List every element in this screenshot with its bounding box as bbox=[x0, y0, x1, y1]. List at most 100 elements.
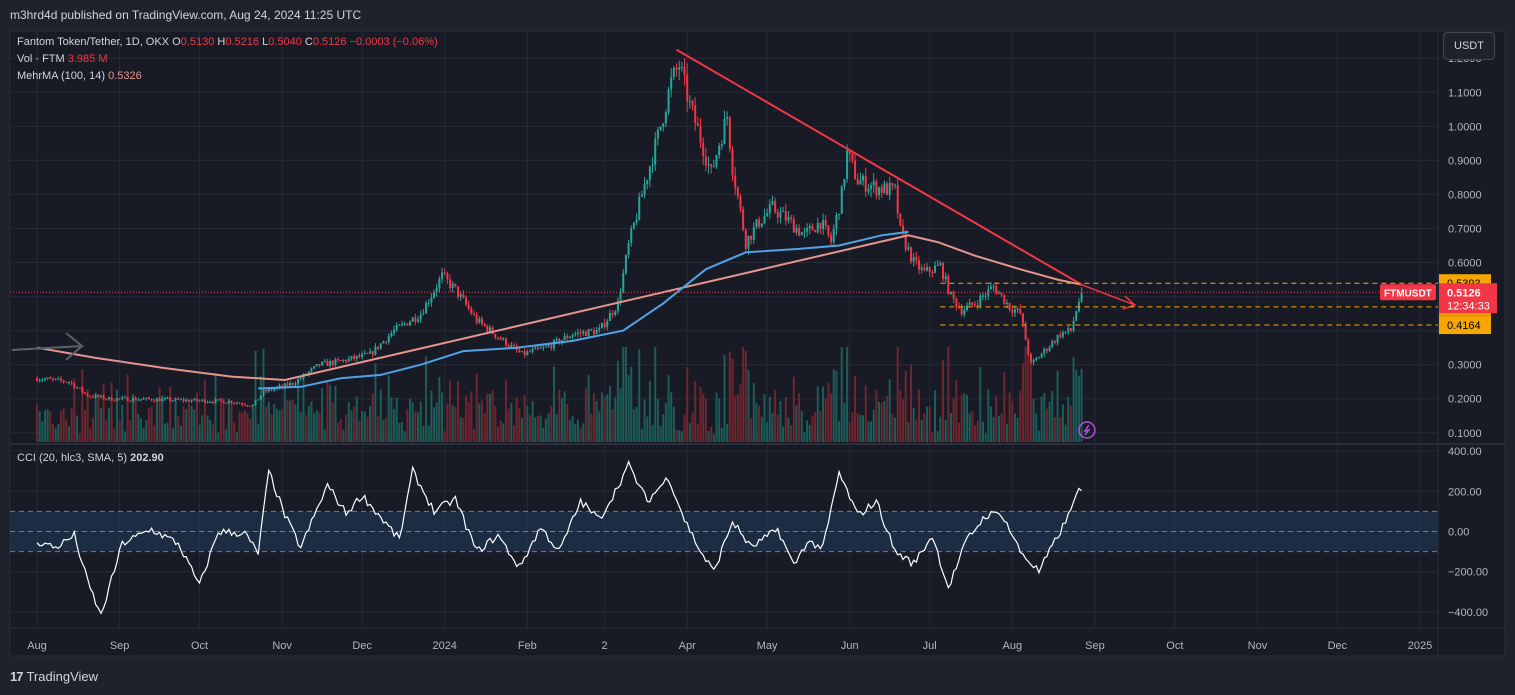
candle-body bbox=[851, 153, 854, 161]
candle-body bbox=[510, 344, 513, 347]
candle-body bbox=[547, 345, 550, 347]
last-price-label: 0.5126 bbox=[1447, 287, 1481, 299]
candle-body bbox=[667, 89, 670, 113]
open-value: 0.5130 bbox=[180, 36, 215, 48]
candle-body bbox=[499, 337, 502, 340]
volume-bar bbox=[377, 416, 380, 442]
volume-bar bbox=[182, 406, 185, 442]
volume-bar bbox=[363, 411, 366, 442]
candle-body bbox=[289, 383, 292, 386]
volume-bar bbox=[688, 423, 691, 442]
volume-bar bbox=[163, 423, 166, 442]
candle-body bbox=[1027, 339, 1030, 354]
candle-body bbox=[385, 341, 388, 343]
volume-bar bbox=[696, 423, 699, 442]
volume-bar bbox=[776, 414, 779, 442]
volume-bar bbox=[465, 395, 468, 442]
volume-bar bbox=[355, 396, 358, 442]
volume-bar bbox=[427, 425, 430, 442]
volume-bar bbox=[297, 382, 300, 442]
candle-body bbox=[784, 210, 787, 221]
candle-body bbox=[369, 351, 372, 354]
candle-body bbox=[848, 150, 851, 154]
candle-body bbox=[377, 346, 380, 349]
candle-body bbox=[307, 371, 310, 375]
candle-body bbox=[1072, 320, 1075, 331]
volume-bar bbox=[904, 370, 907, 442]
countdown-label: 12:34:33 bbox=[1447, 300, 1490, 312]
candle-body bbox=[163, 398, 166, 400]
time-tick-label: Feb bbox=[518, 640, 537, 652]
candle-body bbox=[217, 399, 220, 401]
volume-bar bbox=[870, 421, 873, 442]
volume-bar bbox=[931, 432, 934, 442]
volume-bar bbox=[822, 386, 825, 442]
volume-bar bbox=[294, 404, 297, 442]
volume-bar bbox=[896, 347, 899, 442]
candle-body bbox=[129, 401, 132, 403]
volume-bar bbox=[446, 403, 449, 442]
symbol-legend: Fantom Token/Tether, 1D, OKX O0.5130 H0.… bbox=[17, 36, 438, 48]
candle-body bbox=[891, 183, 894, 186]
volume-bar bbox=[800, 410, 803, 442]
volume-bar bbox=[147, 407, 150, 442]
volume-bar bbox=[139, 418, 142, 442]
candle-body bbox=[552, 340, 555, 349]
volume-bar bbox=[193, 409, 196, 442]
candle-body bbox=[379, 343, 382, 349]
candle-body bbox=[1048, 347, 1051, 351]
projection-arrow-head bbox=[1122, 295, 1137, 310]
candle-body bbox=[299, 378, 302, 380]
candle-body bbox=[182, 399, 185, 401]
candle-body bbox=[662, 123, 665, 127]
volume-bar bbox=[902, 399, 905, 442]
candle-body bbox=[153, 400, 156, 402]
volume-bar bbox=[520, 417, 523, 442]
plot-area bbox=[9, 30, 1506, 657]
candle-body bbox=[558, 338, 561, 344]
candle-body bbox=[880, 187, 883, 193]
price-tick-label: 0.6000 bbox=[1448, 258, 1482, 270]
candle-body bbox=[507, 345, 510, 347]
candle-body bbox=[973, 304, 976, 306]
volume-bar bbox=[608, 386, 611, 442]
candle-body bbox=[451, 283, 454, 289]
candle-body bbox=[555, 338, 558, 341]
candle-body bbox=[707, 164, 710, 166]
volume-bar bbox=[251, 406, 254, 442]
candle-body bbox=[91, 396, 94, 398]
volume-bar bbox=[345, 414, 348, 442]
candle-body bbox=[800, 232, 803, 236]
candle-body bbox=[297, 378, 300, 384]
volume-bar bbox=[161, 395, 164, 442]
volume-bar bbox=[808, 425, 811, 442]
candle-body bbox=[995, 285, 998, 294]
volume-bar bbox=[774, 390, 777, 442]
candle-body bbox=[70, 382, 73, 384]
currency-button[interactable]: USDT bbox=[1443, 32, 1495, 60]
tradingview-logo-icon: 17 bbox=[10, 669, 24, 684]
candle-body bbox=[672, 67, 675, 78]
volume-bar bbox=[835, 370, 838, 442]
volume-bar bbox=[1000, 413, 1003, 442]
volume-bar bbox=[552, 366, 555, 442]
candle-body bbox=[981, 295, 984, 297]
candle-body bbox=[497, 337, 499, 339]
candle-body bbox=[771, 201, 774, 205]
price-tick-label: 1.0000 bbox=[1448, 121, 1482, 133]
candle-body bbox=[952, 291, 955, 299]
volume-bar bbox=[329, 384, 332, 442]
candle-body bbox=[67, 382, 70, 384]
tradingview-logo[interactable]: 17 TradingView bbox=[10, 669, 98, 684]
candle-body bbox=[539, 347, 542, 349]
volume-bar bbox=[963, 393, 966, 442]
volume-bar bbox=[254, 350, 257, 442]
candle-body bbox=[395, 325, 398, 330]
volume-bar bbox=[670, 391, 673, 442]
volume-bar bbox=[291, 399, 294, 442]
candle-body bbox=[46, 377, 49, 379]
candle-body bbox=[139, 399, 142, 401]
candle-body bbox=[710, 164, 713, 167]
volume-bar bbox=[406, 409, 409, 442]
